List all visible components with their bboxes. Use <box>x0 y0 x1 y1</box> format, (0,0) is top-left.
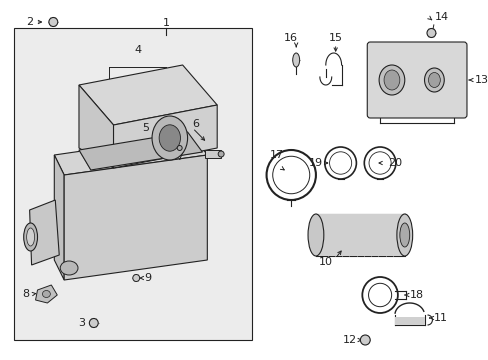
Polygon shape <box>54 155 64 280</box>
Ellipse shape <box>383 70 399 90</box>
Bar <box>205 150 221 158</box>
Polygon shape <box>54 135 207 175</box>
Bar <box>315 214 404 256</box>
Text: 5: 5 <box>142 123 149 133</box>
Ellipse shape <box>396 214 412 256</box>
Ellipse shape <box>89 319 98 328</box>
Polygon shape <box>30 200 59 265</box>
Polygon shape <box>79 132 202 170</box>
Ellipse shape <box>378 65 404 95</box>
Ellipse shape <box>218 151 224 157</box>
Ellipse shape <box>60 261 78 275</box>
Ellipse shape <box>23 223 38 251</box>
Text: 3: 3 <box>78 318 85 328</box>
Text: 4: 4 <box>134 45 142 55</box>
Text: 6: 6 <box>192 119 199 129</box>
Text: 15: 15 <box>328 33 342 43</box>
Text: 14: 14 <box>434 12 448 22</box>
Ellipse shape <box>360 335 369 345</box>
Polygon shape <box>36 285 57 303</box>
Text: 8: 8 <box>22 289 29 299</box>
Ellipse shape <box>133 274 140 282</box>
Text: 7: 7 <box>176 152 183 162</box>
Ellipse shape <box>159 125 180 151</box>
Ellipse shape <box>399 223 409 247</box>
Text: 13: 13 <box>474 75 488 85</box>
Ellipse shape <box>152 116 187 160</box>
FancyBboxPatch shape <box>366 42 466 118</box>
Text: 9: 9 <box>144 273 151 283</box>
Ellipse shape <box>424 68 444 92</box>
Ellipse shape <box>427 72 439 87</box>
Ellipse shape <box>177 145 182 150</box>
Ellipse shape <box>426 28 435 37</box>
Text: 1: 1 <box>162 18 169 28</box>
Text: 10: 10 <box>318 257 332 267</box>
Text: 12: 12 <box>342 335 356 345</box>
Text: 17: 17 <box>269 150 283 160</box>
Text: 20: 20 <box>387 158 401 168</box>
Text: 16: 16 <box>284 33 298 43</box>
Text: 2: 2 <box>26 17 33 27</box>
Ellipse shape <box>307 214 323 256</box>
Text: 19: 19 <box>308 158 323 168</box>
Polygon shape <box>79 65 217 125</box>
Text: 11: 11 <box>433 313 447 323</box>
Polygon shape <box>79 85 113 168</box>
Polygon shape <box>113 105 217 168</box>
Ellipse shape <box>292 53 299 67</box>
Ellipse shape <box>42 291 50 297</box>
Ellipse shape <box>49 18 58 27</box>
Polygon shape <box>64 155 207 280</box>
Ellipse shape <box>27 228 35 246</box>
Bar <box>14 28 251 340</box>
Text: 18: 18 <box>409 290 423 300</box>
Bar <box>394 317 424 325</box>
